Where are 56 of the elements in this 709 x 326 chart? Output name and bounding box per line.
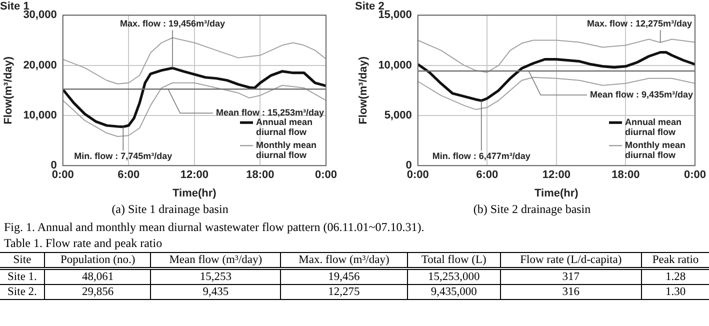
text: 12,275 xyxy=(328,286,360,298)
legend-label: Annual mean diurnal flow xyxy=(256,117,313,138)
x-tick-label: 0:00 xyxy=(52,169,74,182)
text: 1.28 xyxy=(665,271,686,283)
category-label: Population (no.) xyxy=(44,252,151,268)
legend-label: Annual mean diurnal flow xyxy=(624,117,682,138)
y-tick-label: 5,000 xyxy=(384,110,412,122)
text: 317 xyxy=(562,271,580,283)
y-tick-label: 15,000 xyxy=(378,9,412,22)
category-label: Mean flow (m³/day) xyxy=(150,252,281,268)
x-tick-label: 18:00 xyxy=(612,169,640,182)
y-tick-label: 0 xyxy=(50,160,57,172)
text: 15,253 xyxy=(200,271,232,283)
y-tick-label: 10,000 xyxy=(23,110,57,122)
x-tick-label: 6:00 xyxy=(476,169,498,182)
caption: Fig. 1. Annual and monthly mean diurnal wastewater flow pattern (06.11.01~07.10.31). xyxy=(4,220,424,235)
ref-line-label: Mean flow : 9,435m³/day xyxy=(590,89,693,100)
text: 9,435 xyxy=(202,286,229,298)
category-label: Site xyxy=(0,252,45,268)
annotation: Min. flow : 6,477m³/day xyxy=(432,151,530,162)
annotation: Min. flow : 7,745m³/day xyxy=(74,151,172,162)
text: 29,856 xyxy=(82,286,114,298)
y-axis-title: Flow(m³/day) xyxy=(2,56,15,124)
category-label: Total flow (L) xyxy=(407,252,500,268)
text: (b) Site 2 drainage basin xyxy=(472,202,592,217)
y-tick-label: 0 xyxy=(406,160,412,172)
x-axis-title: Time(hr) xyxy=(172,187,217,200)
x-tick-label: 18:00 xyxy=(246,169,274,182)
x-tick-label: 0:00 xyxy=(406,169,429,182)
x-tick-label: 12:00 xyxy=(180,169,208,182)
ref-line-label: Mean flow : 15,253m³/day xyxy=(216,108,324,118)
x-tick-label: 0:00 xyxy=(314,169,338,182)
text: Site 2. xyxy=(8,286,37,298)
text: 1.30 xyxy=(665,286,686,298)
annotation: Max. flow : 19,456m³/day xyxy=(120,18,226,29)
x-tick-label: 0:00 xyxy=(684,169,706,182)
text: 19,456 xyxy=(328,271,360,283)
text: Site 1. xyxy=(8,271,37,283)
text: Table 1. Flow rate and peak ratio xyxy=(4,236,164,251)
x-tick-label: 12:00 xyxy=(542,169,570,182)
category-label: Peak ratio xyxy=(642,252,709,268)
category-label: Max. flow (m³/day) xyxy=(280,252,408,268)
legend-label: Monthly mean diurnal flow xyxy=(624,140,686,160)
text: 316 xyxy=(562,286,580,298)
annotation: Max. flow : 12,275m³/day xyxy=(586,18,692,29)
legend-label: Monthly mean diurnal flow xyxy=(256,140,317,160)
text: 9,435,000 xyxy=(430,286,477,298)
y-tick-label: 10,000 xyxy=(378,59,412,72)
y-tick-label: 20,000 xyxy=(23,59,57,72)
x-tick-label: 6:00 xyxy=(118,169,140,182)
x-axis-title: Time(hr) xyxy=(534,187,579,200)
text: 15,253,000 xyxy=(428,271,480,283)
text: (a) Site 1 drainage basin xyxy=(110,202,230,217)
category-label: Flow rate (L/d-capita) xyxy=(500,252,642,268)
text: 48,061 xyxy=(82,271,114,283)
y-axis-title: Flow(m³/day) xyxy=(358,56,370,124)
